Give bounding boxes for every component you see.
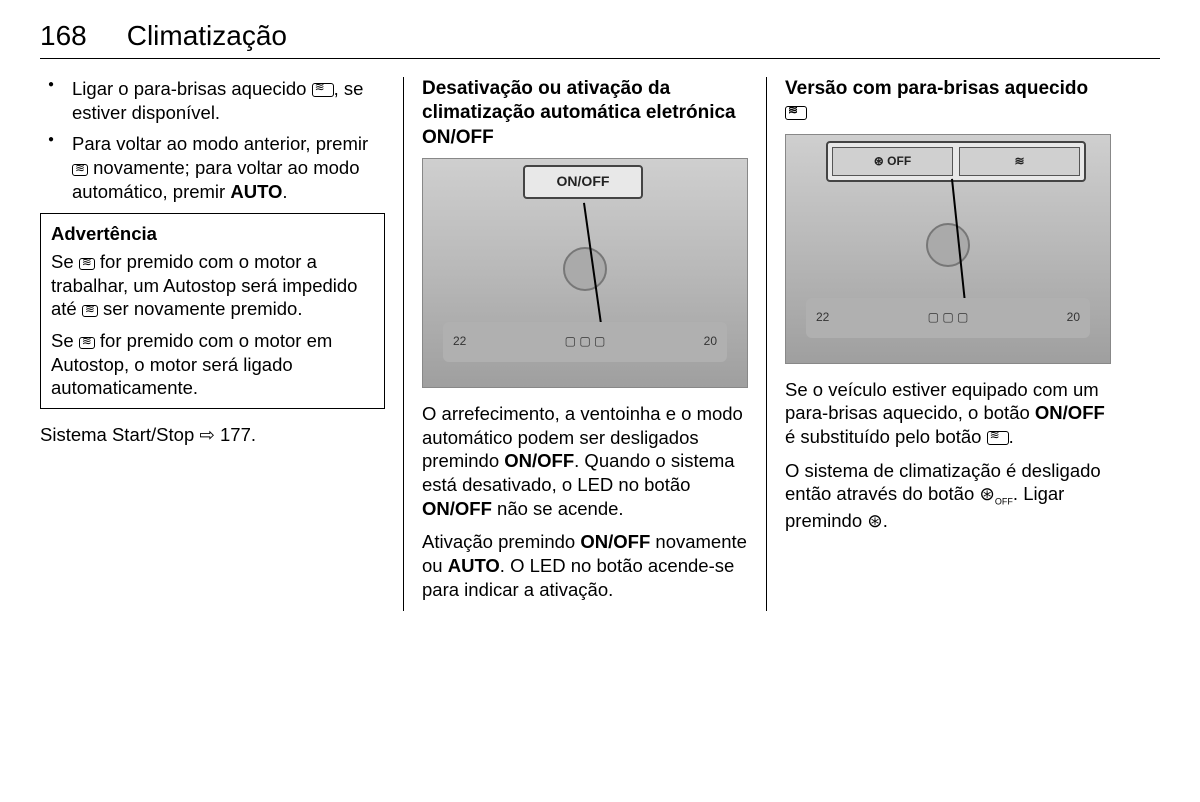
fan-off-button: ⊛ OFF	[832, 147, 953, 176]
page-number: 168	[40, 20, 87, 52]
paragraph: O sistema de climatização é desligado en…	[785, 459, 1111, 533]
defrost-max-icon	[79, 337, 95, 349]
bullet-text: Para voltar ao modo anterior, premir	[72, 133, 368, 154]
panel-center: ▢ ▢ ▢	[928, 310, 969, 325]
defrost-icon	[785, 106, 807, 120]
figure-dial	[926, 223, 970, 267]
text: Sistema Start/Stop	[40, 424, 199, 445]
text: .	[883, 510, 888, 531]
onoff-label: ON/OFF	[504, 450, 574, 471]
section-title: Desativação ou ativação da climatização …	[422, 77, 748, 150]
section-title: Versão com para-brisas aquecido	[785, 77, 1111, 126]
text: .	[1009, 426, 1014, 447]
figure-dial	[563, 247, 607, 291]
column-3: Versão com para-brisas aquecido ⊛ OFF ≋ …	[766, 77, 1129, 611]
defrost-max-icon	[82, 305, 98, 317]
notice-paragraph: Se for premido com o motor a trabalhar, …	[51, 250, 374, 321]
bullet-text: Ligar o para-brisas aquecido	[72, 78, 312, 99]
temp-left: 22	[816, 310, 829, 325]
paragraph: O arrefecimento, a ventoinha e o modo au…	[422, 402, 748, 520]
defrost-icon	[987, 431, 1009, 445]
auto-label: AUTO	[230, 181, 282, 202]
figure-onoff: ON/OFF 22 ▢ ▢ ▢ 20	[422, 158, 748, 388]
temp-right: 20	[704, 334, 717, 349]
defrost-max-icon	[79, 258, 95, 270]
auto-label: AUTO	[448, 555, 500, 576]
cross-reference: Sistema Start/Stop ⇨ 177.	[40, 423, 385, 447]
text: Versão com para-brisas aquecido	[785, 78, 1088, 99]
temp-right: 20	[1067, 310, 1080, 325]
defrost-icon	[312, 83, 334, 97]
notice-title: Advertência	[51, 222, 374, 246]
onoff-label: ON/OFF	[1035, 402, 1105, 423]
defrost-button: ≋	[959, 147, 1080, 176]
fan-icon: ⊛	[867, 510, 883, 531]
onoff-label: ON/OFF	[422, 498, 492, 519]
list-item: Para voltar ao modo anterior, premir nov…	[40, 132, 385, 203]
defrost-max-icon	[72, 164, 88, 176]
text: .	[251, 424, 256, 445]
onoff-label: ON/OFF	[580, 531, 650, 552]
temp-left: 22	[453, 334, 466, 349]
text: não se acende.	[492, 498, 624, 519]
callout-two-buttons: ⊛ OFF ≋	[826, 141, 1086, 182]
column-1: Ligar o para-brisas aquecido , se estive…	[40, 77, 403, 611]
notice-paragraph: Se for premido com o motor em Autostop, …	[51, 329, 374, 400]
callout-onoff-button: ON/OFF	[523, 165, 643, 199]
column-2: Desativação ou ativação da climatização …	[403, 77, 766, 611]
text: é substituído pelo botão	[785, 426, 987, 447]
bullet-text: .	[282, 181, 287, 202]
paragraph: Ativação premindo ON/OFF novamente ou AU…	[422, 530, 748, 601]
page-header: 168 Climatização	[40, 20, 1160, 59]
figure-heated-windshield: ⊛ OFF ≋ 22 ▢ ▢ ▢ 20	[785, 134, 1111, 364]
list-item: Ligar o para-brisas aquecido , se estive…	[40, 77, 385, 124]
page-link[interactable]: ⇨ 177	[199, 424, 251, 445]
bullet-list: Ligar o para-brisas aquecido , se estive…	[40, 77, 385, 203]
paragraph: Se o veículo estiver equipado com um par…	[785, 378, 1111, 449]
text: Se	[51, 251, 79, 272]
text: Ativação premindo	[422, 531, 580, 552]
panel-center: ▢ ▢ ▢	[565, 334, 606, 349]
page-title: Climatização	[127, 20, 287, 52]
figure-climate-panel: 22 ▢ ▢ ▢ 20	[806, 298, 1090, 338]
figure-climate-panel: 22 ▢ ▢ ▢ 20	[443, 322, 727, 362]
notice-box: Advertência Se for premido com o motor a…	[40, 213, 385, 409]
fan-off-icon: ⊛OFF	[979, 483, 1013, 504]
bullet-text: novamente; para voltar ao modo automátic…	[72, 157, 360, 202]
content-columns: Ligar o para-brisas aquecido , se estive…	[40, 77, 1160, 611]
text: Se	[51, 330, 79, 351]
text: ser novamente premido.	[98, 298, 303, 319]
